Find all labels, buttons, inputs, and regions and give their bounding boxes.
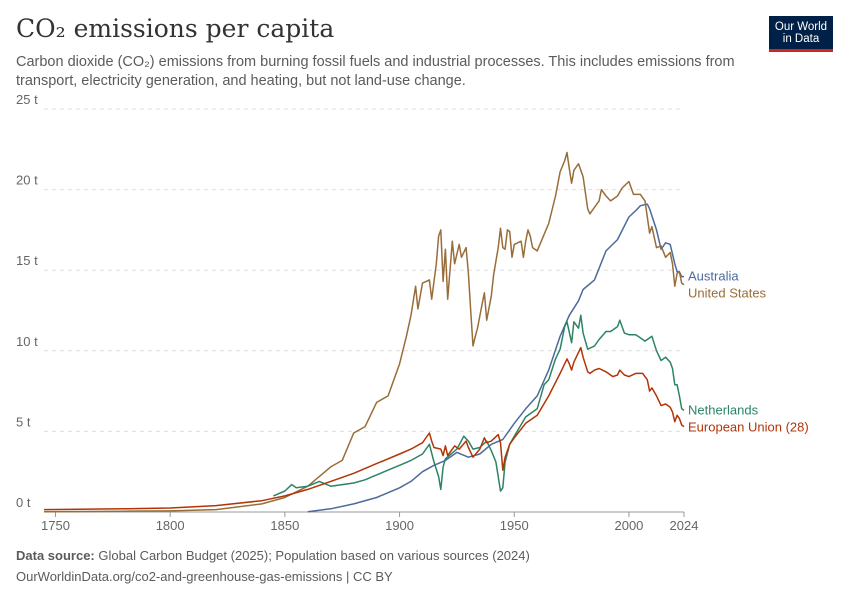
y-tick-label: 25 t	[16, 92, 38, 107]
y-tick-label: 10 t	[16, 334, 38, 349]
owid-logo[interactable]: Our World in Data	[769, 16, 833, 52]
source-url[interactable]: OurWorldinData.org/co2-and-greenhouse-ga…	[16, 569, 393, 584]
y-tick-label: 5 t	[16, 414, 31, 429]
series-line-australia[interactable]	[307, 203, 684, 513]
series-label: European Union (28)	[688, 419, 809, 434]
source-note: Data source: Global Carbon Budget (2025)…	[16, 548, 530, 563]
series-line-european-union-28[interactable]	[43, 346, 685, 511]
source-label: Data source:	[16, 548, 95, 563]
source-text: Global Carbon Budget (2025); Population …	[98, 548, 530, 563]
grid-lines	[44, 108, 684, 432]
x-tick-label: 1850	[270, 518, 299, 533]
x-tick-label: 2024	[670, 518, 699, 533]
x-tick-label: 2000	[614, 518, 643, 533]
logo-line-1: Our World	[774, 21, 828, 33]
series-labels: Australia United States Netherlands Europea…	[688, 269, 809, 435]
series-label: United States	[688, 286, 767, 301]
x-tick-label: 1750	[41, 518, 70, 533]
y-axis: 0 t 5 t 10 t 15 t 20 t 25 t	[16, 92, 38, 510]
series-label: Netherlands	[688, 402, 759, 417]
y-tick-label: 0 t	[16, 495, 31, 510]
x-tick-label: 1950	[500, 518, 529, 533]
chart-title: CO₂ emissions per capita	[16, 14, 335, 43]
series-lines	[43, 151, 685, 513]
logo-line-2: in Data	[782, 33, 820, 45]
series-line-netherlands[interactable]	[273, 314, 685, 497]
y-tick-label: 15 t	[16, 253, 38, 268]
x-tick-label: 1900	[385, 518, 414, 533]
series-label: Australia	[688, 269, 739, 284]
x-axis: 1750 1800 1850 1900 1950 2000 2024	[41, 511, 699, 533]
y-tick-label: 20 t	[16, 173, 38, 188]
chart-subtitle: Carbon dioxide (CO₂) emissions from burn…	[16, 54, 735, 89]
series-line-united-states[interactable]	[43, 151, 685, 513]
x-tick-label: 1800	[156, 518, 185, 533]
